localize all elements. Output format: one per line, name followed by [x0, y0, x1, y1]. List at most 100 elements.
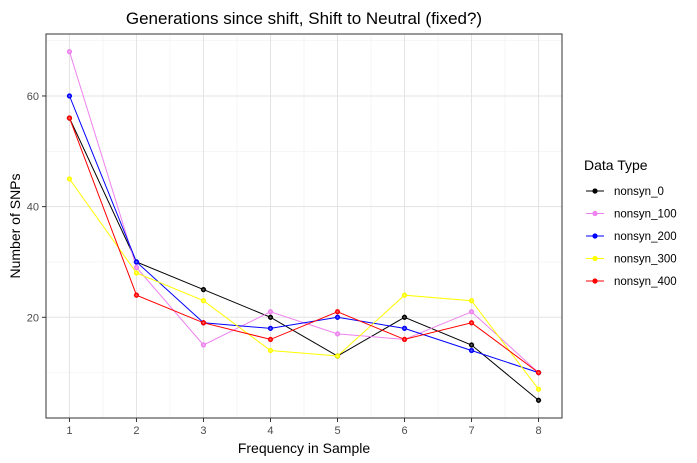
data-point	[401, 314, 408, 320]
x-tick-label: 7	[468, 425, 474, 437]
data-point	[200, 286, 207, 293]
legend-label: nonsyn_400	[614, 276, 677, 288]
plot-border	[45, 33, 563, 419]
data-point-highlight	[135, 294, 138, 297]
data-point-highlight	[537, 388, 540, 391]
series-line-nonsyn_200	[69, 95, 539, 374]
series-nonsyn_400	[66, 115, 542, 376]
series-line-nonsyn_400	[69, 117, 539, 374]
legend-key-point	[592, 233, 598, 239]
data-point	[133, 264, 140, 271]
x-tick-label: 1	[66, 425, 72, 437]
data-point	[267, 347, 274, 354]
legend-item: nonsyn_0	[586, 186, 664, 198]
data-point	[334, 331, 341, 337]
data-point-highlight	[403, 316, 406, 319]
data-point	[267, 325, 274, 332]
data-point-highlight	[336, 310, 339, 313]
data-point	[468, 342, 475, 348]
data-point-highlight	[68, 94, 71, 98]
data-point-highlight	[403, 338, 406, 341]
series-line-nonsyn_0	[69, 117, 539, 401]
data-point	[535, 397, 542, 403]
data-point	[468, 298, 475, 304]
data-point	[334, 309, 341, 315]
data-point	[267, 336, 274, 343]
data-point-highlight	[135, 271, 138, 275]
data-point	[267, 314, 274, 320]
data-point-highlight	[537, 399, 540, 402]
data-point-highlight	[470, 349, 473, 352]
data-point-highlight	[68, 117, 71, 120]
data-point-highlight	[403, 327, 406, 330]
data-point-highlight	[269, 327, 272, 330]
data-point	[401, 325, 408, 332]
data-point	[468, 320, 475, 326]
data-point-highlight	[269, 316, 272, 319]
data-point-highlight	[470, 310, 473, 313]
data-point	[133, 292, 140, 298]
data-point	[334, 314, 341, 320]
series-lines	[66, 49, 542, 403]
data-point-highlight	[269, 349, 272, 352]
legend-item: nonsyn_300	[586, 254, 677, 266]
data-point-highlight	[135, 266, 138, 269]
data-point	[66, 176, 73, 182]
data-point-highlight	[470, 343, 473, 347]
legend-label: nonsyn_300	[614, 254, 677, 266]
legend-key-point	[592, 188, 598, 194]
series-nonsyn_300	[66, 176, 542, 392]
data-point-highlight	[269, 310, 272, 313]
legend-title: Data Type	[584, 157, 648, 173]
x-axis-title: Frequency in Sample	[238, 440, 371, 456]
y-tick-label: 60	[27, 91, 39, 103]
data-point-highlight	[269, 338, 272, 341]
data-point	[267, 309, 274, 315]
data-point-highlight	[135, 260, 138, 264]
legend-item: nonsyn_100	[586, 209, 677, 221]
y-tick-label: 20	[27, 312, 39, 324]
axes: 1 2 3 4 5 6 7 8 20 40 60	[27, 91, 542, 437]
data-point-highlight	[336, 354, 339, 358]
data-point	[200, 342, 207, 348]
legend-item: nonsyn_400	[586, 276, 677, 288]
data-point	[66, 115, 73, 121]
legend-key-point	[592, 278, 598, 284]
x-tick-label: 8	[535, 425, 541, 437]
x-tick-label: 5	[334, 425, 340, 437]
legend: Data Type nonsyn_0 nonsyn_100 nonsyn_200no…	[584, 157, 677, 288]
data-point	[200, 320, 207, 326]
data-point-highlight	[68, 177, 71, 181]
chart-title: Generations since shift, Shift to Neutra…	[126, 9, 482, 28]
data-point	[468, 347, 475, 354]
data-point	[133, 259, 140, 265]
data-point-highlight	[470, 321, 473, 324]
y-axis-title: Number of SNPs	[7, 173, 23, 278]
legend-key-point	[592, 255, 598, 262]
data-point-highlight	[202, 299, 205, 302]
x-tick-label: 6	[401, 425, 407, 437]
data-point-highlight	[202, 288, 205, 291]
y-tick-label: 40	[27, 202, 39, 214]
x-tick-label: 2	[133, 425, 139, 437]
legend-label: nonsyn_0	[614, 186, 664, 198]
legend-item: nonsyn_200	[586, 231, 677, 243]
data-point-highlight	[403, 294, 406, 297]
data-point-highlight	[537, 371, 540, 374]
data-point-highlight	[202, 321, 205, 324]
data-point	[66, 93, 73, 99]
data-point-highlight	[336, 332, 339, 335]
legend-label: nonsyn_200	[614, 231, 677, 243]
data-point	[535, 386, 542, 392]
data-point	[468, 309, 475, 315]
data-point	[401, 292, 408, 298]
data-point	[200, 298, 207, 304]
data-point	[535, 369, 542, 376]
data-point-highlight	[68, 50, 71, 53]
series-line-nonsyn_300	[69, 178, 539, 390]
data-point	[334, 353, 341, 359]
data-point	[401, 336, 408, 343]
data-point-highlight	[202, 343, 205, 347]
